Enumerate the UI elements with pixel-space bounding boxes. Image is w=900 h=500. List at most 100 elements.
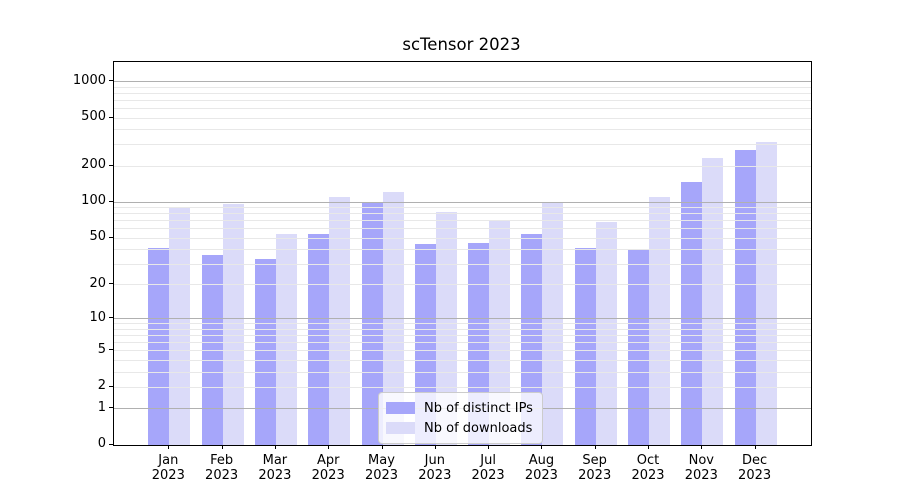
plot-area xyxy=(113,61,812,446)
bar-downloads-nov xyxy=(702,158,724,445)
y-tick-1 xyxy=(109,407,113,409)
bar-distinct-ips-oct xyxy=(628,249,649,445)
x-tick-label-feb: Feb 2023 xyxy=(205,452,239,484)
minor-gridline-40 xyxy=(114,249,811,251)
bar-downloads-jun xyxy=(435,212,457,445)
bar-distinct-ips-jan xyxy=(148,247,170,445)
bar-downloads-dec xyxy=(755,142,777,445)
x-tick-jan xyxy=(168,444,170,449)
minor-gridline-300 xyxy=(114,144,811,146)
minor-gridline-700 xyxy=(114,99,811,101)
y-tick-label-200: 200 xyxy=(81,157,106,173)
x-tick-apr xyxy=(328,444,330,449)
x-tick-label-jan: Jan 2023 xyxy=(151,452,185,484)
y-tick-10 xyxy=(109,317,113,319)
x-tick-aug xyxy=(541,444,543,449)
minor-gridline-600 xyxy=(114,107,811,109)
major-gridline-10 xyxy=(114,318,811,320)
y-tick-label-20: 20 xyxy=(89,275,106,291)
minor-gridline-5 xyxy=(114,350,811,352)
x-tick-label-oct: Oct 2023 xyxy=(631,452,665,484)
bar-distinct-ips-sep xyxy=(574,247,596,445)
y-tick-label-10: 10 xyxy=(89,309,106,325)
bar-distinct-ips-dec xyxy=(734,150,756,445)
legend-label-distinct-ips: Nb of distinct IPs xyxy=(424,400,533,416)
x-tick-label-mar: Mar 2023 xyxy=(258,452,292,484)
minor-gridline-200 xyxy=(114,165,811,167)
y-tick-label-5: 5 xyxy=(97,341,106,357)
bar-distinct-ips-may xyxy=(361,201,383,445)
y-tick-label-50: 50 xyxy=(89,229,106,245)
bar-downloads-aug xyxy=(542,201,564,445)
y-tick-200 xyxy=(109,164,113,166)
minor-gridline-2 xyxy=(114,386,811,388)
major-gridline-100 xyxy=(114,201,811,203)
x-tick-dec xyxy=(754,444,756,449)
y-tick-5 xyxy=(109,349,113,351)
y-tick-20 xyxy=(109,283,113,285)
minor-gridline-500 xyxy=(114,117,811,119)
y-tick-label-500: 500 xyxy=(81,109,106,125)
x-tick-label-jul: Jul 2023 xyxy=(471,452,505,484)
minor-gridline-8 xyxy=(114,328,811,330)
x-tick-feb xyxy=(221,444,223,449)
minor-gridline-50 xyxy=(114,237,811,239)
bar-downloads-sep xyxy=(595,221,617,445)
legend-swatch-distinct-ips xyxy=(386,402,415,414)
bar-downloads-jul xyxy=(489,221,511,445)
y-tick-label-2: 2 xyxy=(97,378,106,394)
x-tick-label-jun: Jun 2023 xyxy=(418,452,452,484)
y-tick-500 xyxy=(109,116,113,118)
chart-title: scTensor 2023 xyxy=(402,35,521,54)
minor-gridline-7 xyxy=(114,335,811,337)
minor-gridline-70 xyxy=(114,220,811,222)
bar-downloads-oct xyxy=(649,196,670,445)
x-tick-nov xyxy=(701,444,703,449)
bar-downloads-jan xyxy=(169,207,191,445)
x-tick-oct xyxy=(648,444,649,449)
bar-distinct-ips-mar xyxy=(254,259,276,445)
minor-gridline-400 xyxy=(114,129,811,131)
x-tick-jul xyxy=(488,444,490,449)
x-tick-label-dec: Dec 2023 xyxy=(738,452,772,484)
y-tick-label-0: 0 xyxy=(97,436,106,451)
bar-distinct-ips-nov xyxy=(681,182,703,445)
y-tick-2 xyxy=(109,385,113,387)
bar-distinct-ips-aug xyxy=(521,233,543,445)
bar-downloads-apr xyxy=(329,196,351,445)
x-tick-label-nov: Nov 2023 xyxy=(684,452,718,484)
minor-gridline-90 xyxy=(114,207,811,209)
major-gridline-1000 xyxy=(114,81,811,83)
minor-gridline-20 xyxy=(114,284,811,286)
minor-gridline-60 xyxy=(114,228,811,230)
minor-gridline-30 xyxy=(114,263,811,265)
y-tick-label-1: 1 xyxy=(97,399,106,415)
x-tick-label-sep: Sep 2023 xyxy=(578,452,612,484)
legend-entry-distinct-ips: Nb of distinct IPs xyxy=(386,398,533,418)
y-tick-label-1000: 1000 xyxy=(72,72,106,88)
minor-gridline-9 xyxy=(114,323,811,325)
x-tick-label-aug: Aug 2023 xyxy=(524,452,558,484)
y-tick-100 xyxy=(109,200,113,202)
x-tick-label-apr: Apr 2023 xyxy=(311,452,345,484)
minor-gridline-80 xyxy=(114,213,811,215)
minor-gridline-6 xyxy=(114,342,811,344)
legend-swatch-downloads xyxy=(386,422,415,434)
bar-distinct-ips-apr xyxy=(308,233,330,445)
x-tick-label-may: May 2023 xyxy=(364,452,399,484)
bar-downloads-mar xyxy=(275,233,297,445)
minor-gridline-800 xyxy=(114,92,811,94)
bar-distinct-ips-feb xyxy=(201,254,223,445)
y-tick-label-100: 100 xyxy=(81,193,106,209)
legend-label-downloads: Nb of downloads xyxy=(424,420,533,436)
legend-entry-downloads: Nb of downloads xyxy=(386,418,533,438)
minor-gridline-900 xyxy=(114,86,811,88)
y-tick-1000 xyxy=(109,80,113,82)
x-tick-jun xyxy=(434,444,436,449)
legend: Nb of distinct IPs Nb of downloads xyxy=(378,392,543,444)
x-tick-may xyxy=(381,444,383,449)
y-tick-50 xyxy=(109,236,113,238)
y-tick-0 xyxy=(109,443,113,445)
minor-gridline-3 xyxy=(114,371,811,373)
